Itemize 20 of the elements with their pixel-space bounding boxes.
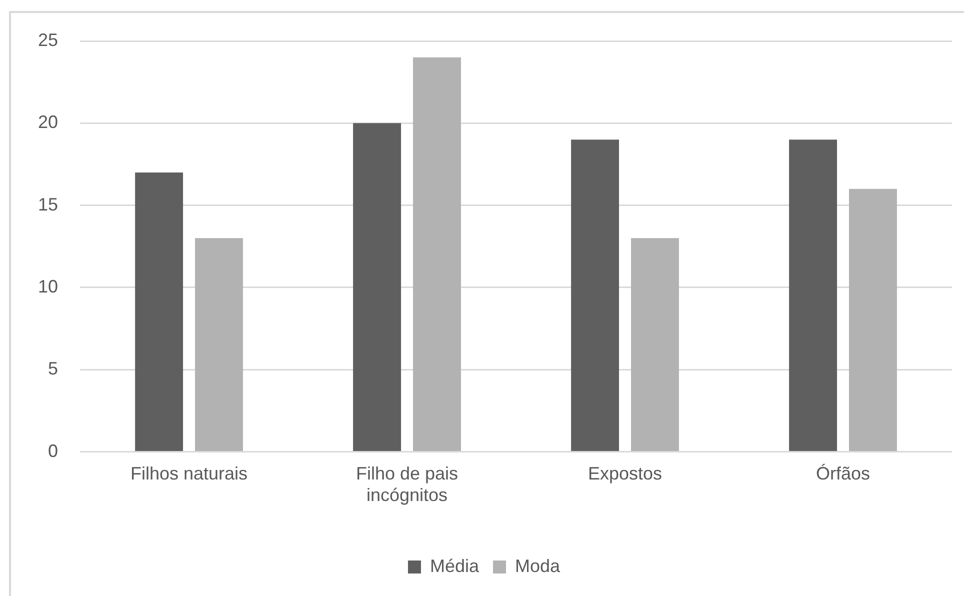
y-tick-label: 0 (48, 440, 58, 461)
bar (571, 140, 620, 452)
bar (413, 57, 461, 452)
bar (849, 188, 897, 452)
y-tick-label: 20 (38, 112, 58, 132)
bar (789, 140, 838, 452)
y-tick-label: 15 (38, 194, 58, 214)
x-tick-label: Órfãos (816, 464, 870, 484)
legend-label: Média (430, 556, 480, 576)
x-tick-label: Filhos naturais (130, 464, 248, 484)
y-tick-label: 25 (38, 30, 58, 50)
legend-label: Moda (515, 556, 562, 576)
y-tick-label: 5 (48, 358, 58, 379)
bar (135, 172, 184, 452)
y-tick-label: 10 (38, 276, 58, 296)
bar (631, 238, 679, 452)
x-tick-label: Filho de pais incógnitos (356, 464, 458, 506)
bar (353, 123, 402, 452)
bar (195, 238, 243, 452)
x-tick-label: Expostos (588, 464, 662, 484)
